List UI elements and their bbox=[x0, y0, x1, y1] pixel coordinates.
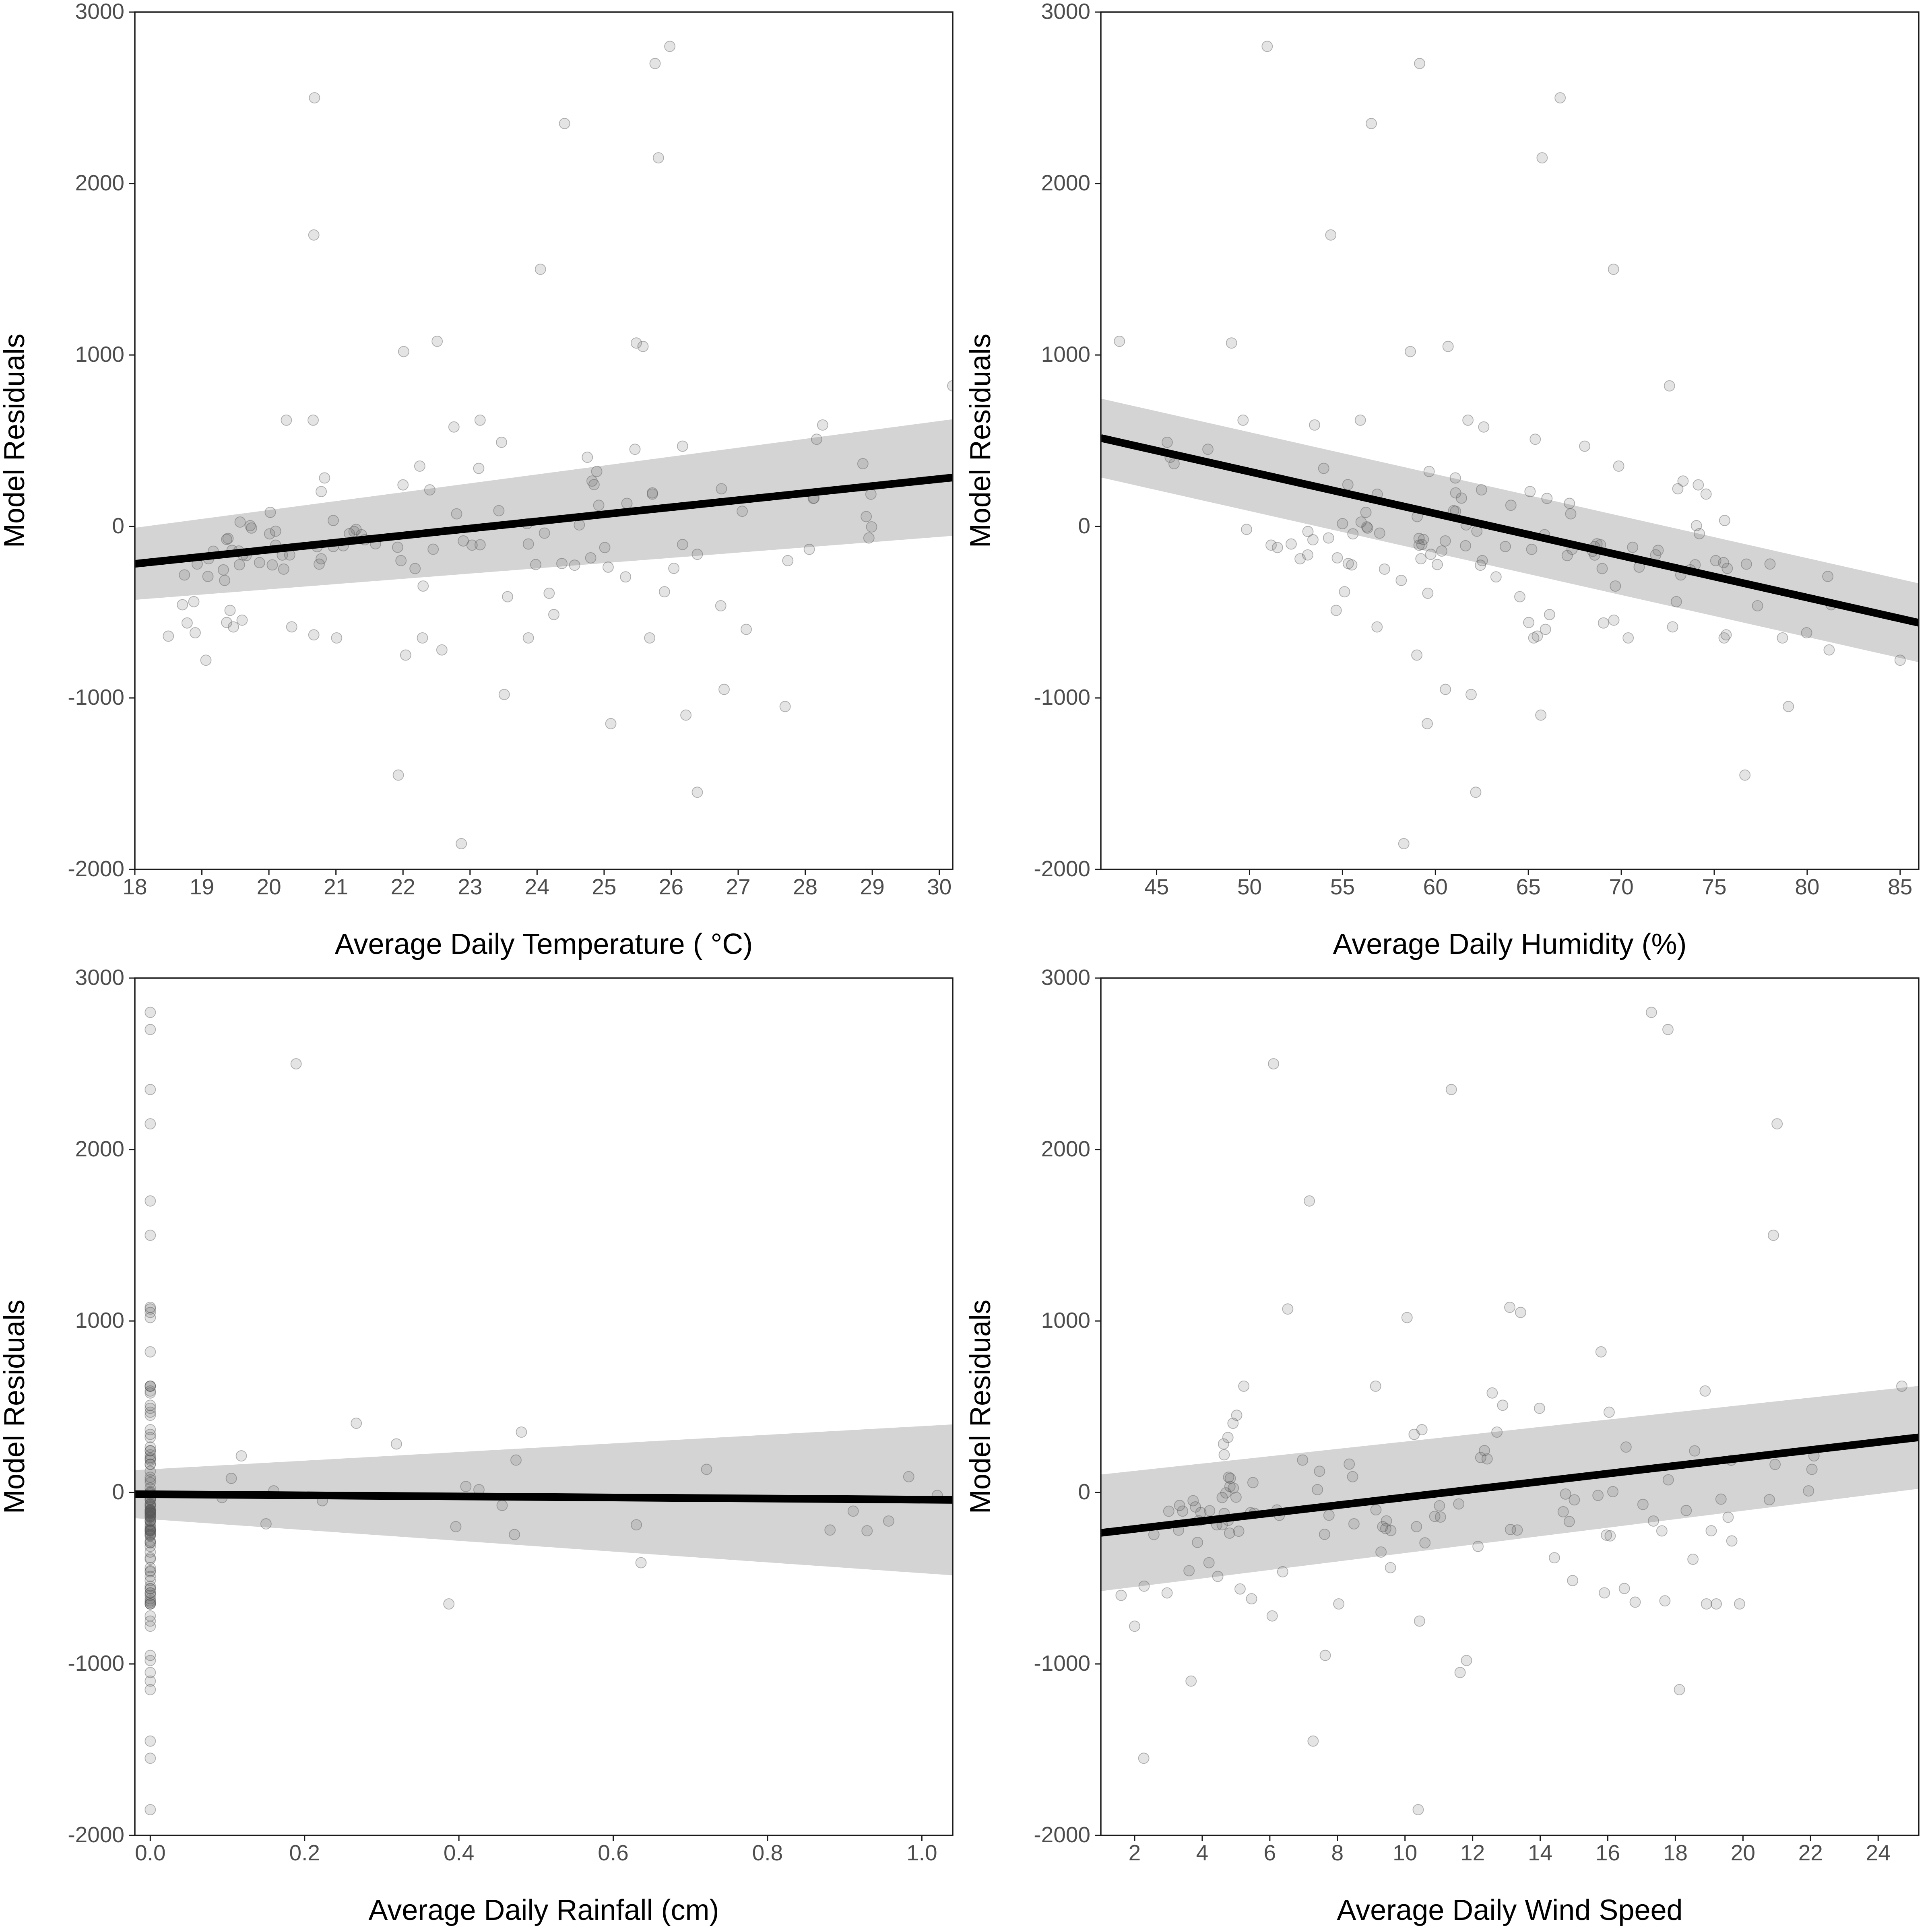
svg-text:20: 20 bbox=[257, 874, 281, 899]
svg-text:27: 27 bbox=[726, 874, 750, 899]
svg-text:Model Residuals: Model Residuals bbox=[0, 1300, 31, 1514]
svg-text:75: 75 bbox=[1702, 874, 1726, 899]
svg-text:19: 19 bbox=[190, 874, 214, 899]
svg-text:3000: 3000 bbox=[1041, 0, 1090, 24]
svg-text:3000: 3000 bbox=[1041, 966, 1090, 990]
svg-text:2: 2 bbox=[1129, 1840, 1141, 1865]
svg-text:24: 24 bbox=[525, 874, 549, 899]
svg-text:12: 12 bbox=[1460, 1840, 1485, 1865]
svg-text:16: 16 bbox=[1596, 1840, 1620, 1865]
svg-text:0: 0 bbox=[112, 513, 124, 538]
svg-text:70: 70 bbox=[1609, 874, 1633, 899]
svg-text:-1000: -1000 bbox=[1034, 685, 1090, 710]
svg-text:29: 29 bbox=[860, 874, 885, 899]
svg-text:10: 10 bbox=[1393, 1840, 1417, 1865]
svg-text:20: 20 bbox=[1731, 1840, 1755, 1865]
svg-text:22: 22 bbox=[391, 874, 415, 899]
svg-text:-1000: -1000 bbox=[68, 1651, 124, 1676]
svg-text:2000: 2000 bbox=[1041, 170, 1090, 195]
svg-text:Average Daily Rainfall (cm): Average Daily Rainfall (cm) bbox=[369, 1894, 719, 1926]
svg-text:Average Daily Humidity (%): Average Daily Humidity (%) bbox=[1333, 928, 1687, 960]
svg-text:0.6: 0.6 bbox=[598, 1840, 628, 1865]
svg-text:50: 50 bbox=[1237, 874, 1262, 899]
svg-text:1000: 1000 bbox=[1041, 1308, 1090, 1333]
svg-text:Model Residuals: Model Residuals bbox=[966, 334, 997, 548]
svg-text:14: 14 bbox=[1528, 1840, 1552, 1865]
svg-text:2000: 2000 bbox=[1041, 1136, 1090, 1161]
svg-text:8: 8 bbox=[1331, 1840, 1344, 1865]
svg-text:60: 60 bbox=[1423, 874, 1448, 899]
svg-text:22: 22 bbox=[1798, 1840, 1823, 1865]
svg-text:3000: 3000 bbox=[75, 966, 124, 990]
svg-text:24: 24 bbox=[1866, 1840, 1891, 1865]
svg-text:0.4: 0.4 bbox=[444, 1840, 474, 1865]
svg-text:-1000: -1000 bbox=[68, 685, 124, 710]
svg-text:0.8: 0.8 bbox=[752, 1840, 783, 1865]
svg-text:18: 18 bbox=[122, 874, 147, 899]
svg-text:65: 65 bbox=[1516, 874, 1541, 899]
svg-text:23: 23 bbox=[458, 874, 482, 899]
svg-text:0.0: 0.0 bbox=[135, 1840, 165, 1865]
svg-text:3000: 3000 bbox=[75, 0, 124, 24]
svg-text:-2000: -2000 bbox=[1034, 1822, 1090, 1847]
svg-text:1.0: 1.0 bbox=[906, 1840, 937, 1865]
svg-text:30: 30 bbox=[927, 874, 952, 899]
svg-text:28: 28 bbox=[793, 874, 817, 899]
svg-text:0: 0 bbox=[1078, 513, 1090, 538]
svg-text:18: 18 bbox=[1663, 1840, 1688, 1865]
svg-text:1000: 1000 bbox=[75, 1308, 124, 1333]
svg-text:45: 45 bbox=[1144, 874, 1169, 899]
svg-text:26: 26 bbox=[659, 874, 683, 899]
svg-text:2000: 2000 bbox=[75, 1136, 124, 1161]
svg-text:80: 80 bbox=[1795, 874, 1819, 899]
svg-text:0: 0 bbox=[1078, 1479, 1090, 1504]
svg-text:0.2: 0.2 bbox=[289, 1840, 320, 1865]
svg-text:55: 55 bbox=[1330, 874, 1355, 899]
svg-text:-2000: -2000 bbox=[68, 856, 124, 881]
svg-text:2000: 2000 bbox=[75, 170, 124, 195]
svg-text:25: 25 bbox=[592, 874, 616, 899]
svg-text:-2000: -2000 bbox=[1034, 856, 1090, 881]
svg-text:Model Residuals: Model Residuals bbox=[966, 1300, 997, 1514]
svg-text:-1000: -1000 bbox=[1034, 1651, 1090, 1676]
svg-text:Average Daily Wind Speed: Average Daily Wind Speed bbox=[1337, 1894, 1682, 1926]
svg-text:0: 0 bbox=[112, 1479, 124, 1504]
svg-text:1000: 1000 bbox=[75, 342, 124, 367]
svg-text:85: 85 bbox=[1888, 874, 1912, 899]
svg-text:4: 4 bbox=[1196, 1840, 1209, 1865]
svg-text:6: 6 bbox=[1264, 1840, 1276, 1865]
svg-text:Average Daily Temperature ( °C: Average Daily Temperature ( °C) bbox=[335, 928, 753, 960]
svg-text:1000: 1000 bbox=[1041, 342, 1090, 367]
svg-text:21: 21 bbox=[324, 874, 348, 899]
svg-text:-2000: -2000 bbox=[68, 1822, 124, 1847]
svg-text:Model Residuals: Model Residuals bbox=[0, 334, 31, 548]
